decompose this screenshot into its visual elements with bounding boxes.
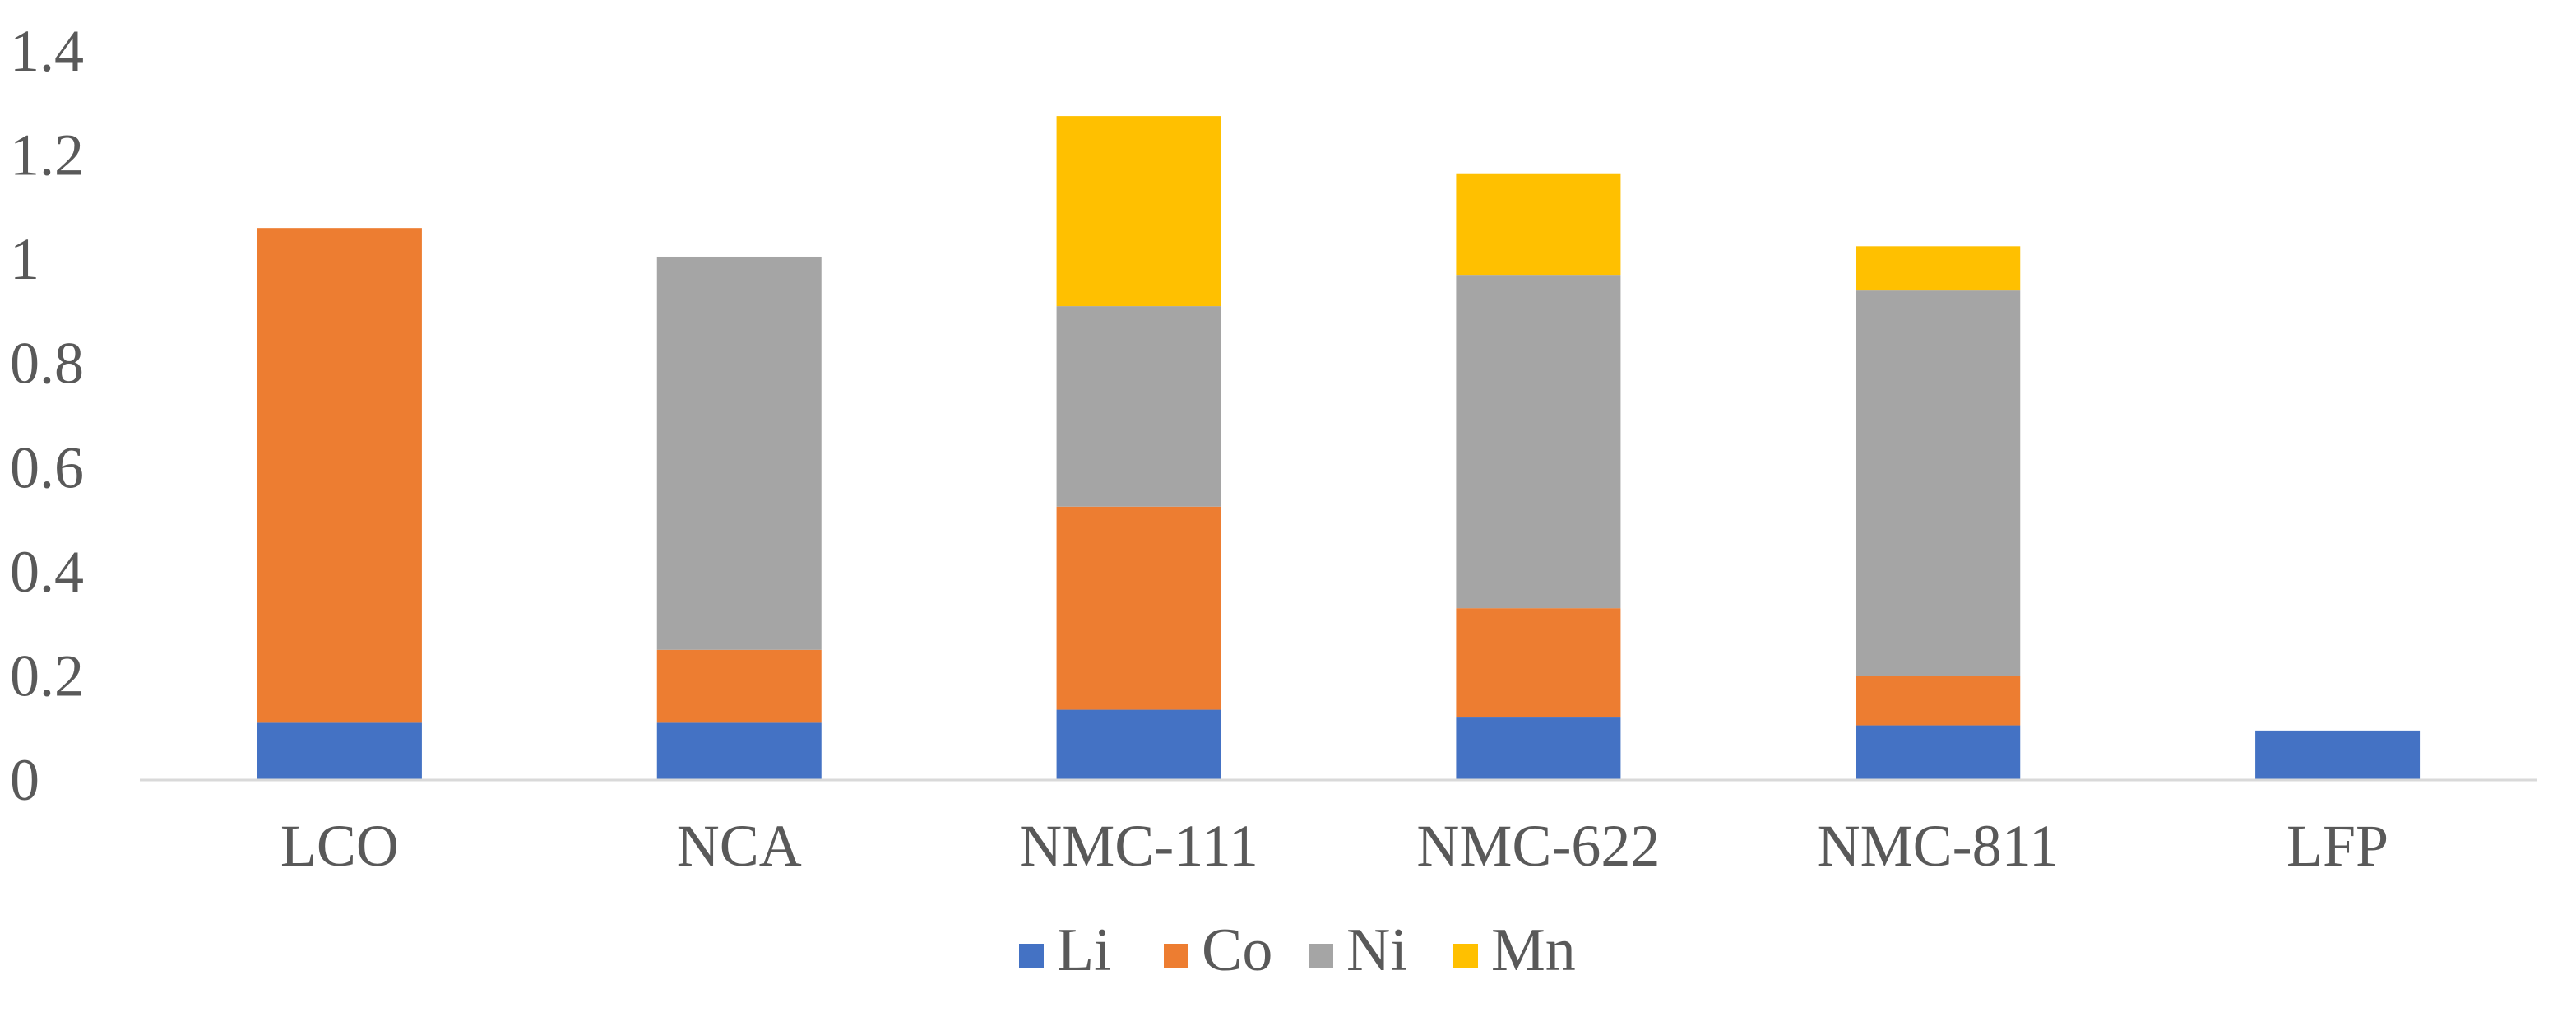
x-tick-labels: LCO NCA NMC-111 NMC-622 NMC-811 LFP — [280, 813, 2388, 879]
bar-nmc-111-co — [1056, 506, 1221, 710]
bar-nmc-811-co — [1856, 676, 2021, 726]
bar-nmc-111-ni — [1056, 306, 1221, 507]
x-tick-label: LFP — [2286, 813, 2388, 879]
legend-item-mn: Mn — [1453, 917, 1576, 984]
y-tick-label: 0 — [10, 747, 39, 813]
bar-nmc-622-ni — [1456, 275, 1621, 609]
legend-label: Co — [1202, 917, 1272, 984]
bar-nmc-811-mn — [1856, 246, 2021, 291]
x-tick-label: LCO — [280, 813, 399, 879]
bar-nca-ni — [656, 256, 822, 650]
bar-nmc-622-mn — [1456, 173, 1621, 276]
y-tick-labels: 0 0.2 0.4 0.6 0.8 1 1.2 1.4 — [10, 18, 84, 813]
y-tick-label: 1.4 — [10, 18, 84, 84]
bar-lfp-li — [2255, 730, 2421, 780]
legend-label: Ni — [1346, 917, 1407, 984]
legend-item-ni: Ni — [1309, 917, 1407, 984]
y-tick-label: 0.2 — [10, 643, 84, 708]
y-tick-label: 0.6 — [10, 434, 84, 500]
bar-nmc-622-li — [1456, 717, 1621, 780]
bar-nmc-811-li — [1856, 725, 2021, 780]
legend-item-li: Li — [1019, 917, 1111, 984]
bar-nmc-811-ni — [1856, 290, 2021, 676]
y-tick-label: 1 — [10, 226, 39, 292]
y-tick-label: 1.2 — [10, 123, 84, 188]
bar-lco-li — [257, 722, 422, 780]
bars-layer — [257, 116, 2421, 780]
legend-swatch — [1164, 944, 1188, 968]
bar-nmc-622-co — [1456, 608, 1621, 718]
y-tick-label: 0.4 — [10, 539, 84, 605]
bar-nca-co — [656, 649, 822, 723]
legend-swatch — [1453, 944, 1478, 968]
legend: Li Co Ni Mn — [1019, 917, 1576, 984]
x-tick-label: NMC-622 — [1416, 813, 1660, 879]
bar-lco-co — [257, 228, 422, 723]
y-tick-label: 0.8 — [10, 331, 84, 397]
legend-swatch — [1309, 944, 1333, 968]
bar-nca-li — [656, 722, 822, 780]
x-tick-label: NMC-811 — [1818, 813, 2059, 879]
legend-label: Li — [1057, 917, 1111, 984]
x-tick-label: NCA — [677, 813, 802, 879]
bar-nmc-111-mn — [1056, 116, 1221, 307]
bar-nmc-111-li — [1056, 709, 1221, 780]
legend-item-co: Co — [1164, 917, 1272, 984]
x-tick-label: NMC-111 — [1019, 813, 1258, 879]
legend-swatch — [1019, 944, 1044, 968]
legend-label: Mn — [1491, 917, 1576, 984]
